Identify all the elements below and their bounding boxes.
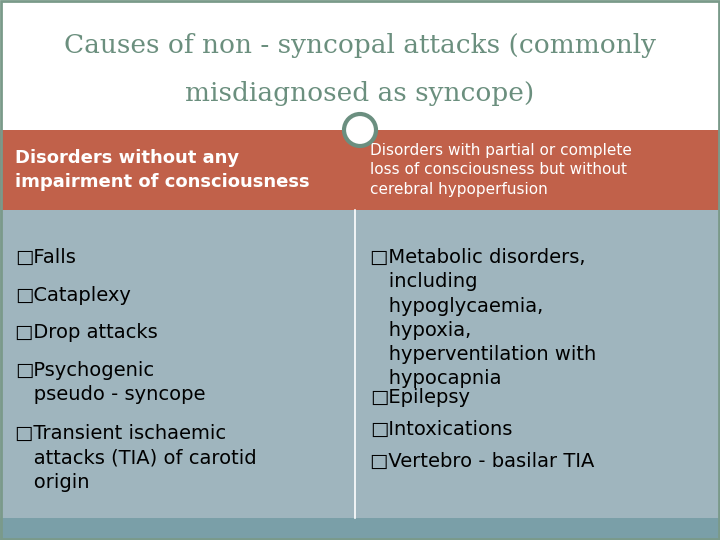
- FancyBboxPatch shape: [0, 518, 720, 540]
- Text: Disorders with partial or complete
loss of consciousness but without
cerebral hy: Disorders with partial or complete loss …: [370, 143, 632, 197]
- Text: □Cataplexy: □Cataplexy: [15, 286, 131, 305]
- Text: □Drop attacks: □Drop attacks: [15, 323, 158, 342]
- Text: Causes of non - syncopal attacks (commonly: Causes of non - syncopal attacks (common…: [64, 33, 656, 58]
- Text: □Transient ischaemic
   attacks (TIA) of carotid
   origin: □Transient ischaemic attacks (TIA) of ca…: [15, 424, 256, 491]
- Text: □Epilepsy: □Epilepsy: [370, 388, 470, 407]
- Circle shape: [344, 114, 376, 146]
- Text: □Metabolic disorders,
   including
   hypoglycaemia,
   hypoxia,
   hyperventila: □Metabolic disorders, including hypoglyc…: [370, 248, 596, 388]
- Text: □Falls: □Falls: [15, 248, 76, 267]
- Text: □Psychogenic
   pseudo - syncope: □Psychogenic pseudo - syncope: [15, 361, 205, 404]
- Text: misdiagnosed as syncope): misdiagnosed as syncope): [185, 81, 535, 106]
- Text: □Vertebro - basilar TIA: □Vertebro - basilar TIA: [370, 452, 595, 471]
- FancyBboxPatch shape: [0, 210, 720, 518]
- Text: Disorders without any
impairment of consciousness: Disorders without any impairment of cons…: [15, 149, 310, 191]
- FancyBboxPatch shape: [0, 0, 720, 130]
- FancyBboxPatch shape: [0, 130, 720, 210]
- Text: □Intoxications: □Intoxications: [370, 420, 513, 439]
